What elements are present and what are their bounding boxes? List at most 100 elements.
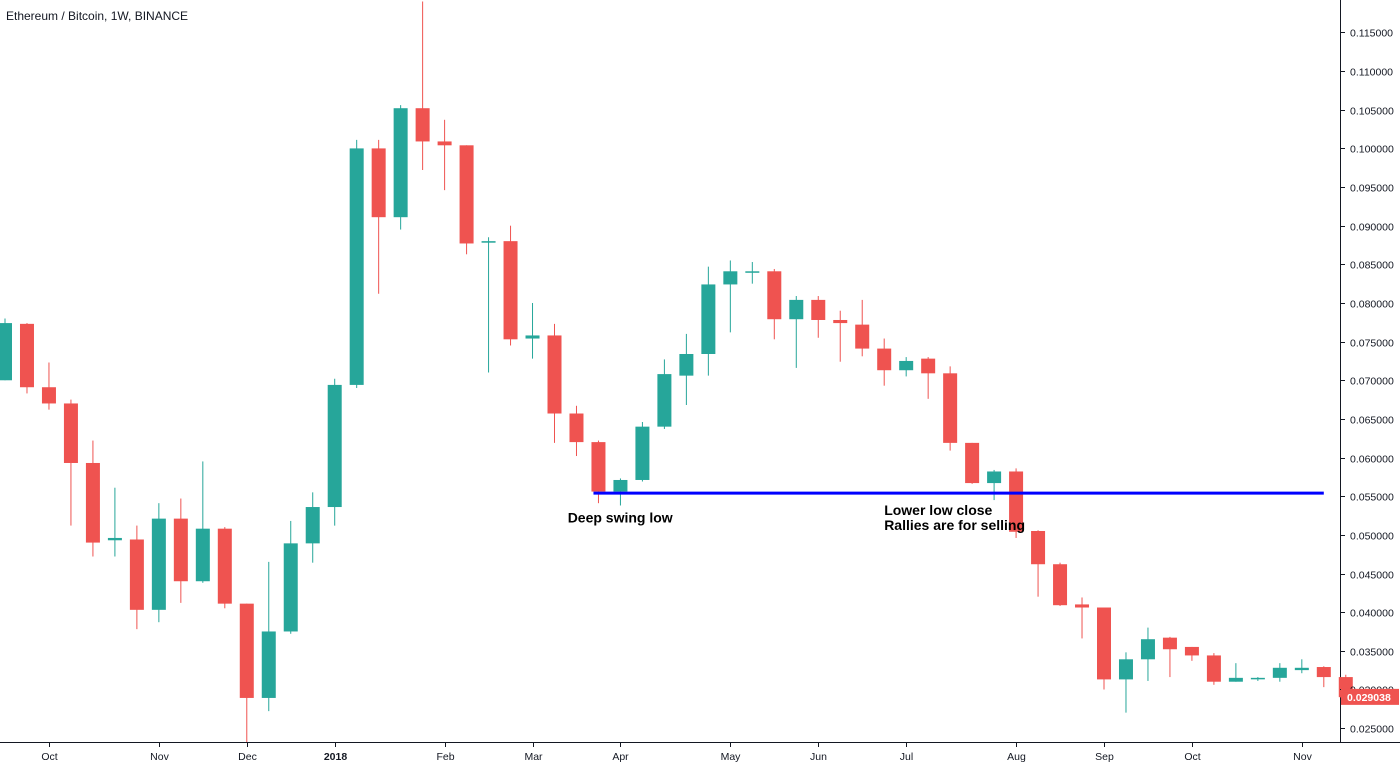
candle-bearish xyxy=(1162,636,1177,678)
y-tick-label: 0.085000 xyxy=(1350,260,1394,272)
candle-body xyxy=(965,442,980,484)
candle-bullish xyxy=(1118,652,1133,713)
x-tick-label: Jun xyxy=(810,751,827,763)
candle-body xyxy=(261,631,276,698)
candle-body xyxy=(701,284,716,354)
candle-bearish xyxy=(459,145,474,255)
y-tick-label: 0.090000 xyxy=(1350,222,1394,234)
candle-bullish xyxy=(701,266,716,376)
candle-body xyxy=(569,413,584,443)
candle-body xyxy=(1097,607,1111,680)
candle-bearish xyxy=(1184,646,1199,661)
y-tick-label: 0.055000 xyxy=(1350,492,1394,504)
candle-bullish xyxy=(261,561,276,712)
candle-bullish xyxy=(789,296,804,368)
candle-body xyxy=(1053,564,1068,606)
candle-body xyxy=(943,373,958,443)
candle-bullish xyxy=(635,422,650,482)
candle-bearish xyxy=(1031,530,1046,597)
annotation-text: Deep swing low xyxy=(568,509,673,525)
candle-body xyxy=(1140,639,1155,660)
candle-bearish xyxy=(217,527,232,609)
candle-body xyxy=(239,603,254,698)
annotation-text: Lower low close xyxy=(884,502,992,518)
candle-body xyxy=(679,353,694,376)
candle-bearish xyxy=(41,362,56,410)
candle-bearish xyxy=(503,225,518,346)
candle-bearish xyxy=(371,139,386,294)
candle-body xyxy=(393,108,408,218)
candle-bearish xyxy=(85,440,100,557)
candle-bullish xyxy=(151,503,166,623)
candle-bearish xyxy=(239,603,254,742)
candle-body xyxy=(173,518,188,582)
x-tick-label: Apr xyxy=(612,751,629,763)
candle-bearish xyxy=(1009,468,1024,538)
candle-bullish xyxy=(349,139,364,389)
candle-bearish xyxy=(437,119,452,191)
y-tick-label: 0.105000 xyxy=(1350,106,1394,118)
candle-body xyxy=(635,426,650,480)
candle-body xyxy=(987,471,1002,484)
candle-body xyxy=(305,507,320,544)
y-tick-label: 0.040000 xyxy=(1350,608,1394,620)
price-axis[interactable]: 0.0250000.0300000.0350000.0400000.045000… xyxy=(1340,28,1399,736)
y-tick-label: 0.115000 xyxy=(1350,28,1393,40)
candle-body xyxy=(85,462,100,543)
candle-bullish xyxy=(0,318,12,381)
candle-body xyxy=(283,543,298,632)
chart-grid xyxy=(0,0,1400,743)
x-tick-label: 2018 xyxy=(324,751,348,763)
x-tick-label: Nov xyxy=(150,751,169,763)
candle-body xyxy=(19,323,34,388)
candle-body xyxy=(503,241,518,340)
candle-bullish xyxy=(987,469,1002,501)
candle-bullish xyxy=(1228,663,1243,682)
candle-bearish xyxy=(855,299,870,357)
y-tick-label: 0.080000 xyxy=(1350,299,1394,311)
candle-bullish xyxy=(305,492,320,563)
candle-body xyxy=(1009,471,1024,532)
candle-bullish xyxy=(107,487,122,557)
candle-body xyxy=(591,442,606,492)
time-axis[interactable]: Oct Nov Dec 2018 Feb Mar Apr May Jun Jul Aug Sep Oct… xyxy=(41,742,1313,763)
candle-bearish xyxy=(415,1,430,171)
y-tick-label: 0.110000 xyxy=(1350,67,1393,79)
y-tick-label: 0.100000 xyxy=(1350,144,1394,156)
candle-body xyxy=(481,241,496,243)
candle-body xyxy=(789,299,804,320)
candle-body xyxy=(1118,659,1133,680)
candle-bullish xyxy=(723,260,738,333)
candle-body xyxy=(657,374,672,427)
candle-bullish xyxy=(1250,677,1265,681)
candle-bullish xyxy=(393,105,408,230)
candle-bullish xyxy=(745,262,760,284)
candle-bullish xyxy=(657,359,672,429)
x-tick-label: Sep xyxy=(1095,751,1114,763)
y-tick-label: 0.095000 xyxy=(1350,183,1394,195)
candle-bearish xyxy=(1053,562,1068,606)
candle-body xyxy=(1272,667,1287,678)
x-tick-label: Feb xyxy=(436,751,454,763)
x-tick-label: May xyxy=(721,751,742,763)
candle-bullish xyxy=(1272,663,1287,682)
last-price-tag xyxy=(1341,688,1399,705)
candle-body xyxy=(525,335,540,339)
candle-body xyxy=(723,271,738,285)
chart-title: Ethereum / Bitcoin, 1W, BINANCE xyxy=(6,9,189,23)
candle-series xyxy=(0,1,1353,742)
candle-bullish xyxy=(525,302,540,359)
candle-bearish xyxy=(1075,597,1090,639)
candle-body xyxy=(921,358,936,374)
candle-body xyxy=(877,348,892,371)
candle-body xyxy=(833,319,848,324)
candle-body xyxy=(1294,667,1309,671)
candle-bullish xyxy=(327,378,342,526)
y-tick-label: 0.045000 xyxy=(1350,570,1394,582)
candle-bearish xyxy=(569,405,584,457)
x-tick-label: Oct xyxy=(1184,751,1200,763)
y-tick-label: 0.070000 xyxy=(1350,376,1394,388)
candle-bearish xyxy=(63,399,78,526)
candle-bearish xyxy=(1316,666,1331,688)
